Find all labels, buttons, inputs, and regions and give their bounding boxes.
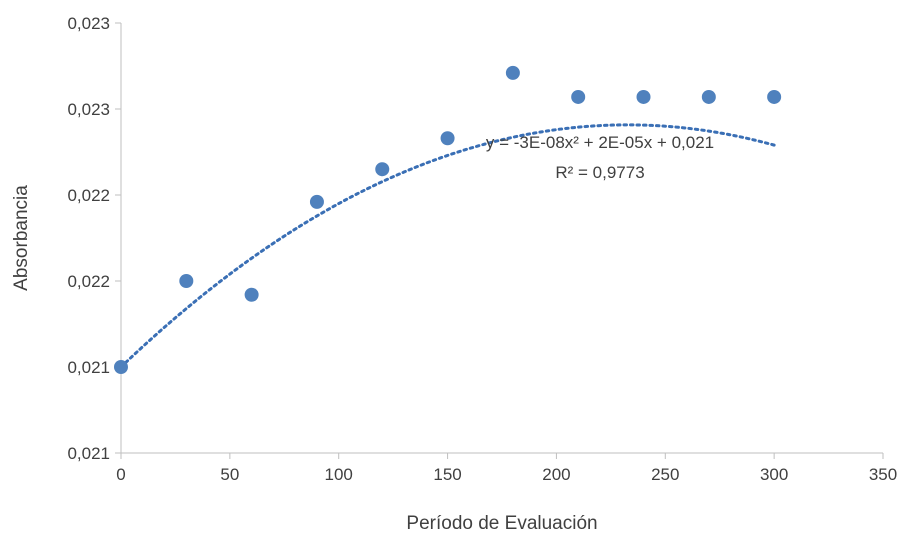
data-points xyxy=(114,65,782,374)
data-point xyxy=(571,89,586,104)
y-tick-label: 0,022 xyxy=(67,272,110,291)
data-point xyxy=(767,89,782,104)
r-squared-label: R² = 0,9773 xyxy=(555,163,644,182)
x-tick-label: 200 xyxy=(542,465,570,484)
data-point xyxy=(375,162,390,177)
data-point xyxy=(701,89,716,104)
x-tick-label: 250 xyxy=(651,465,679,484)
y-tick-label: 0,022 xyxy=(67,186,110,205)
data-point xyxy=(244,287,259,302)
axes: 0,021 0,021 0,022 0,022 0,023 0,023 0 50 100 150… xyxy=(67,14,897,484)
data-point xyxy=(505,65,520,80)
y-tick-label: 0,021 xyxy=(67,444,110,463)
x-tick-label: 300 xyxy=(760,465,788,484)
data-point xyxy=(114,360,128,374)
trendline xyxy=(119,123,776,369)
trendline-equation: y = -3E-08x² + 2E-05x + 0,021 xyxy=(486,133,714,152)
x-ticks: 0 50 100 150 200 250 300 350 xyxy=(116,453,897,484)
y-tick-label: 0,021 xyxy=(67,358,110,377)
y-ticks: 0,021 0,021 0,022 0,022 0,023 0,023 xyxy=(67,14,121,463)
x-tick-label: 100 xyxy=(325,465,353,484)
x-tick-label: 50 xyxy=(220,465,239,484)
data-point xyxy=(440,131,455,146)
data-point xyxy=(179,274,194,288)
x-tick-label: 350 xyxy=(869,465,897,484)
data-point xyxy=(309,194,324,209)
x-axis-title: Período de Evaluación xyxy=(406,513,597,533)
x-tick-label: 0 xyxy=(116,465,125,484)
y-tick-label: 0,023 xyxy=(67,14,110,33)
x-tick-label: 150 xyxy=(433,465,461,484)
y-axis-title: Absorbancia xyxy=(11,185,32,291)
y-tick-label: 0,023 xyxy=(67,100,110,119)
data-point xyxy=(636,89,651,104)
